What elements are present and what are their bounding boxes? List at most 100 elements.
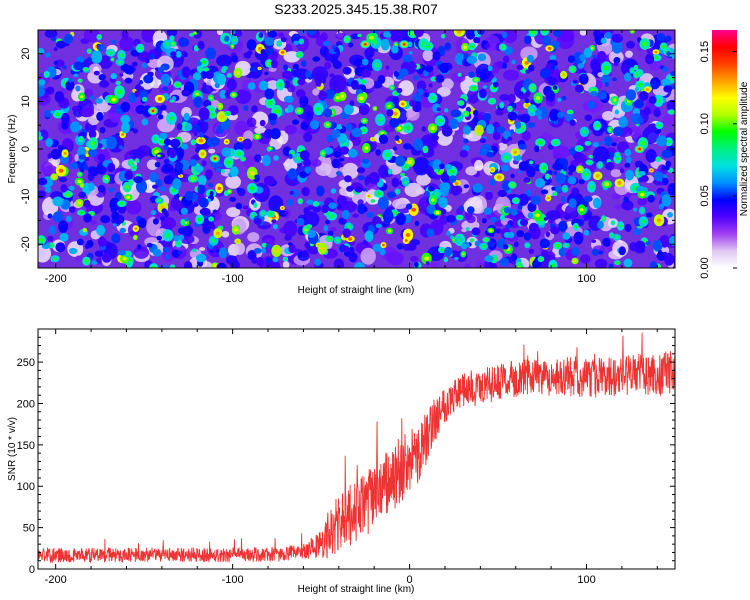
heatmap-cell: [78, 154, 87, 160]
heatmap-cell: [517, 265, 522, 268]
heatmap-cell: [110, 254, 115, 258]
heatmap-cell: [120, 114, 131, 124]
heatmap-cell: [107, 162, 116, 173]
heatmap-cell: [318, 201, 324, 206]
heatmap-cell: [371, 138, 375, 141]
heatmap-cell: [613, 126, 624, 136]
heatmap-cell: [534, 164, 541, 172]
heatmap-cell: [492, 132, 501, 141]
heatmap-cell: [421, 126, 427, 132]
heatmap-cell: [618, 116, 628, 128]
heatmap-cell: [58, 168, 64, 173]
heatmap-cell: [633, 207, 638, 212]
heatmap-cell: [490, 99, 494, 103]
heatmap-cell: [633, 99, 645, 109]
heatmap-cell: [312, 204, 322, 213]
heatmap-cell: [488, 241, 494, 248]
heatmap-cell: [217, 73, 227, 86]
heatmap-cell: [314, 202, 318, 206]
heatmap-cell: [311, 66, 329, 82]
x-tick-label: 0: [407, 273, 413, 285]
heatmap-cell: [524, 98, 530, 104]
heatmap-cell: [405, 233, 411, 237]
heatmap-cell: [464, 112, 468, 116]
heatmap-cell: [50, 110, 55, 114]
heatmap-cell: [297, 251, 303, 258]
heatmap-cell: [650, 261, 658, 268]
heatmap-cell: [432, 77, 436, 81]
heatmap-cell: [101, 253, 112, 263]
heatmap-cell: [508, 107, 512, 110]
heatmap-cell: [193, 249, 196, 252]
heatmap-cell: [667, 140, 671, 144]
heatmap-cell: [68, 206, 76, 213]
heatmap-cell: [525, 244, 529, 247]
heatmap-cell: [444, 246, 453, 257]
heatmap-cell: [499, 257, 510, 267]
heatmap-cell: [315, 163, 332, 176]
heatmap-cell: [634, 240, 646, 251]
heatmap-cell: [472, 53, 476, 57]
heatmap-cell: [614, 204, 624, 210]
heatmap-cell: [428, 83, 433, 88]
heatmap-cell: [540, 30, 550, 36]
heatmap-cell: [233, 39, 237, 42]
heatmap-cell: [667, 183, 675, 196]
heatmap-cell: [183, 52, 188, 57]
heatmap-cell: [462, 253, 465, 256]
heatmap-cell: [547, 46, 552, 51]
heatmap-cell: [539, 238, 550, 249]
heatmap-cell: [91, 260, 98, 265]
heatmap-cell: [338, 167, 346, 173]
heatmap-cell: [531, 30, 536, 34]
heatmap-cell: [350, 81, 359, 89]
heatmap-cell: [386, 251, 404, 266]
heatmap-cell: [572, 79, 578, 84]
heatmap-cell: [525, 69, 531, 74]
heatmap-cell: [540, 189, 549, 195]
x-tick-label: 100: [577, 574, 595, 586]
heatmap-cell: [503, 155, 509, 160]
heatmap-cell: [258, 67, 261, 70]
heatmap-cell: [55, 40, 66, 49]
heatmap-cell: [475, 260, 485, 268]
heatmap-cell: [562, 232, 571, 240]
heatmap-cell: [258, 80, 269, 91]
heatmap-cell: [394, 43, 398, 46]
heatmap-cell: [538, 140, 543, 145]
heatmap-cell: [491, 168, 494, 171]
heatmap-cell: [489, 216, 498, 223]
heatmap-cell: [299, 200, 302, 203]
heatmap-cell: [525, 103, 530, 108]
heatmap-cell: [348, 42, 354, 48]
heatmap-cell: [378, 164, 390, 179]
y-tick-label: 250: [17, 357, 35, 369]
heatmap-cell: [612, 98, 617, 102]
heatmap-cell: [628, 126, 642, 138]
heatmap-cell: [59, 233, 69, 242]
heatmap-cell: [151, 265, 156, 268]
heatmap-cell: [431, 198, 435, 202]
heatmap-cell: [235, 89, 252, 105]
heatmap-cell: [315, 107, 321, 112]
heatmap-cell: [553, 30, 562, 37]
heatmap-cell: [345, 37, 349, 41]
heatmap-cell: [550, 226, 560, 235]
heatmap-cell: [134, 90, 140, 98]
heatmap-cell: [624, 148, 632, 157]
heatmap-cell: [478, 148, 488, 156]
heatmap-cell: [192, 141, 195, 144]
heatmap-cell: [325, 123, 330, 127]
heatmap-cell: [154, 149, 159, 154]
heatmap-cell: [53, 47, 58, 51]
heatmap-cell: [364, 230, 374, 242]
heatmap-cell: [324, 52, 333, 62]
heatmap-cell: [226, 160, 231, 165]
heatmap-cell: [333, 258, 345, 268]
heatmap-cell: [583, 172, 589, 177]
heatmap-cell: [201, 85, 214, 94]
heatmap-cell: [528, 64, 535, 72]
heatmap-cell: [335, 238, 340, 242]
heatmap-cell: [340, 94, 345, 98]
heatmap-cell: [175, 50, 182, 58]
